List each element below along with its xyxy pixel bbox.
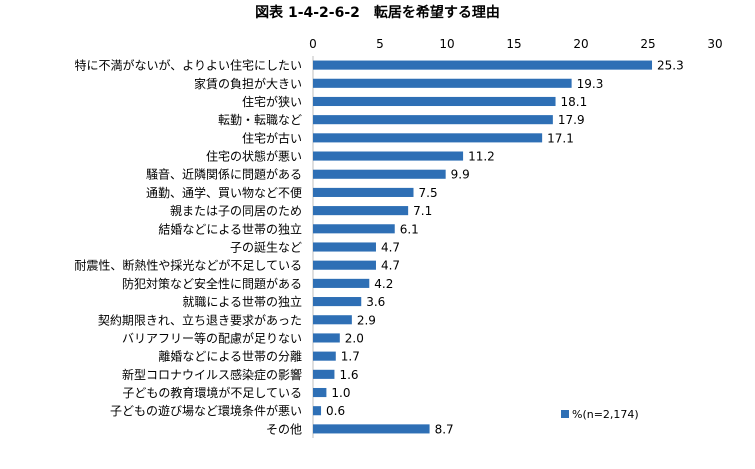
category-label: 親または子の同居のため — [170, 204, 302, 218]
bar — [313, 369, 335, 379]
x-tick-label: 10 — [439, 37, 454, 51]
x-tick-label: 20 — [573, 37, 588, 51]
data-label: 9.9 — [451, 168, 470, 182]
data-label: 18.1 — [561, 95, 588, 109]
data-label: 7.5 — [419, 186, 438, 200]
category-label: 防犯対策など安全性に問題がある — [122, 276, 302, 291]
bar — [313, 133, 543, 143]
data-label: 4.7 — [381, 241, 400, 255]
bar — [313, 424, 430, 434]
x-tick-label: 0 — [309, 37, 317, 51]
bar — [313, 351, 336, 361]
bar — [313, 96, 556, 107]
bar — [313, 78, 572, 88]
category-label: 住宅が古い — [242, 130, 302, 145]
category-label: 子どもの遊び場など環境条件が悪い — [110, 403, 302, 418]
bar — [313, 187, 414, 197]
x-tick-label: 25 — [640, 37, 655, 51]
bar — [313, 297, 362, 307]
data-label: 0.6 — [326, 404, 345, 418]
bar — [313, 333, 340, 343]
category-label: その他 — [266, 422, 302, 436]
category-label: 転勤・転職など — [218, 113, 302, 127]
data-label: 19.3 — [577, 77, 604, 91]
category-label: 離婚などによる世帯の分離 — [158, 350, 302, 364]
bar — [313, 115, 553, 125]
data-label: 3.6 — [366, 295, 385, 309]
bar — [313, 315, 352, 325]
bar — [313, 242, 376, 252]
data-label: 4.7 — [381, 259, 400, 273]
data-label: 17.1 — [547, 131, 574, 145]
category-label: バリアフリー等の配慮が足りない — [122, 330, 302, 345]
category-label: 住宅の状態が悪い — [206, 149, 302, 164]
data-label: 8.7 — [435, 422, 454, 436]
x-tick-label: 30 — [707, 37, 722, 51]
data-label: 4.2 — [374, 277, 393, 291]
legend-swatch — [561, 410, 569, 418]
data-label: 1.6 — [339, 368, 358, 382]
bar — [313, 60, 653, 70]
bar — [313, 169, 446, 179]
category-label: 子どもの教育環境が不足している — [122, 385, 302, 400]
category-label: 騒音、近隣関係に問題がある — [146, 167, 302, 182]
category-label: 就職による世帯の独立 — [182, 294, 302, 309]
data-label: 17.9 — [558, 113, 585, 127]
category-label: 耐震性、断熱性や採光などが不足している — [74, 258, 302, 273]
x-tick-label: 15 — [506, 37, 521, 51]
chart-title: 図表 1-4-2-6-2 転居を希望する理由 — [255, 5, 500, 21]
bar — [313, 278, 370, 288]
data-label: 1.0 — [331, 386, 350, 400]
data-label: 2.0 — [345, 331, 364, 345]
data-label: 11.2 — [468, 150, 495, 164]
bar — [313, 151, 464, 161]
bar — [313, 387, 327, 398]
data-label: 25.3 — [657, 59, 684, 73]
legend-label: %(n=2,174) — [572, 408, 639, 421]
category-label: 子の誕生など — [230, 241, 302, 255]
data-label: 1.7 — [341, 350, 360, 364]
category-label: 通勤、通学、買い物など不便 — [146, 185, 302, 200]
data-label: 2.9 — [357, 313, 376, 327]
category-label: 住宅が狭い — [242, 94, 302, 109]
category-label: 契約期限きれ、立ち退き要求があった — [98, 312, 302, 327]
bar — [313, 260, 376, 270]
category-label: 新型コロナウイルス感染症の影響 — [122, 367, 302, 382]
data-label: 6.1 — [400, 222, 419, 236]
bar — [313, 224, 395, 234]
x-tick-label: 5 — [376, 37, 384, 51]
data-label: 7.1 — [413, 204, 432, 218]
category-label: 結婚などによる世帯の独立 — [158, 221, 302, 236]
bar — [313, 406, 322, 416]
category-label: 家賃の負担が大きい — [194, 76, 302, 91]
bar — [313, 206, 409, 216]
category-label: 特に不満がないが、よりよい住宅にしたい — [74, 58, 302, 73]
